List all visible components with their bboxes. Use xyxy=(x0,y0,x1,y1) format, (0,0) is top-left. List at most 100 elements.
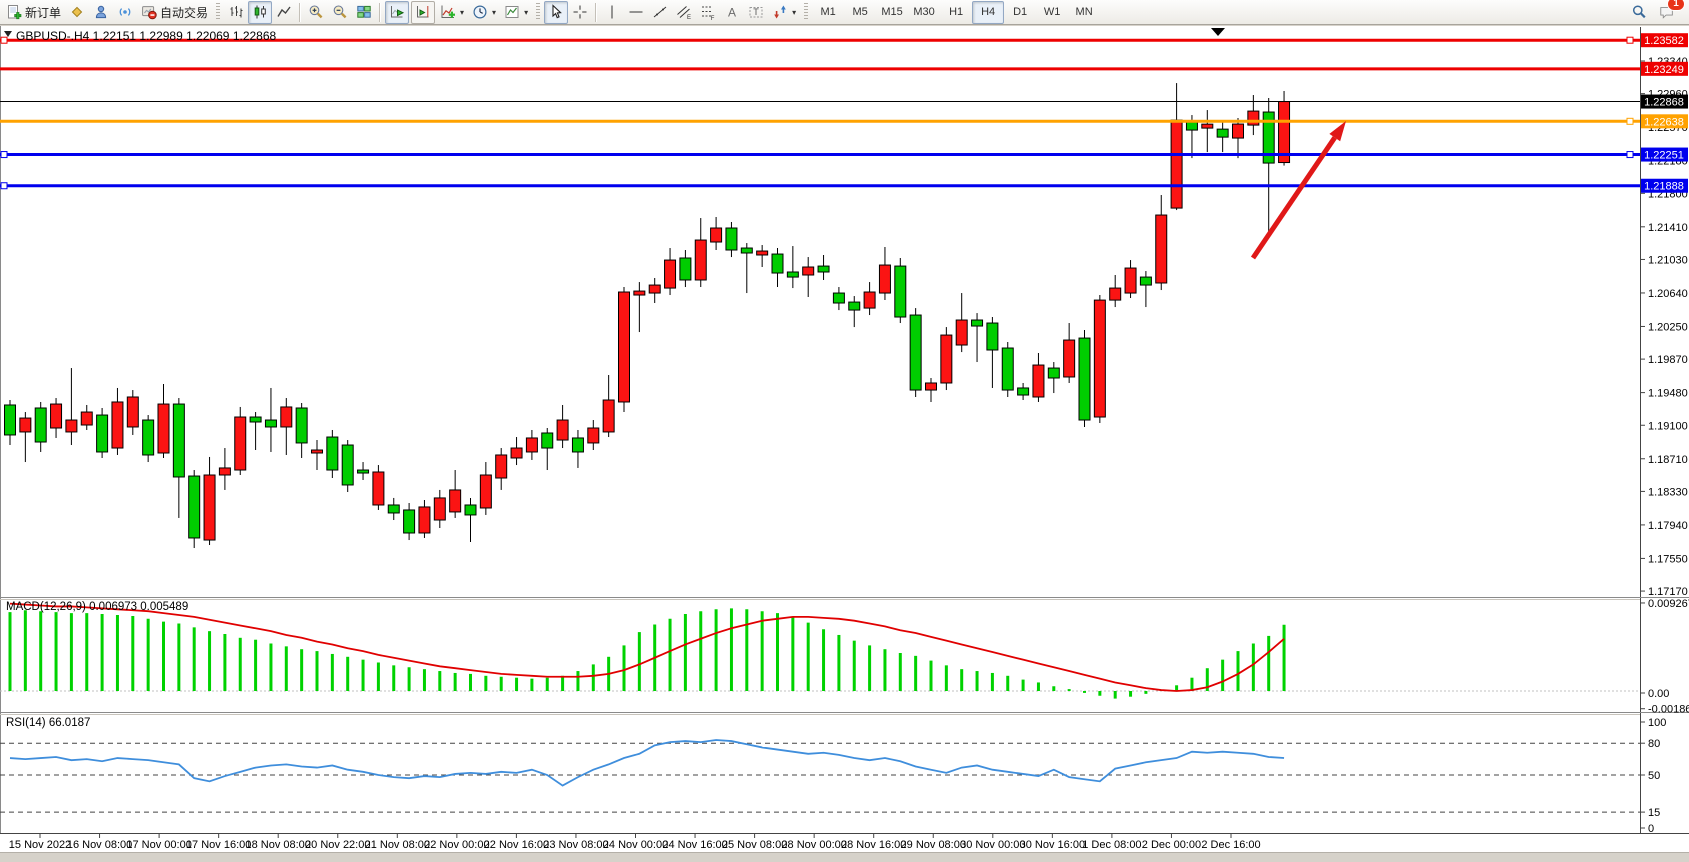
rsi-pane: 100 80 50 15 0 xyxy=(0,717,1666,835)
candle xyxy=(725,227,738,251)
zoom-out-button[interactable] xyxy=(328,1,352,24)
timeframe-m1-button[interactable]: M1 xyxy=(820,6,836,18)
svg-text:A: A xyxy=(728,6,736,20)
gold-diamond-icon xyxy=(69,4,85,20)
hline-handle[interactable] xyxy=(0,151,8,159)
timeframe-m15-button[interactable]: M15 xyxy=(881,6,903,18)
candle xyxy=(495,454,508,479)
template-icon xyxy=(504,4,520,20)
periods-button[interactable]: ▾ xyxy=(468,1,500,24)
candle xyxy=(1047,367,1060,379)
candle xyxy=(525,437,538,453)
rsi-line xyxy=(9,739,1285,787)
time-label: 23 Nov 08:00 xyxy=(543,839,608,851)
svg-text:1.17940: 1.17940 xyxy=(1648,520,1688,532)
dropdown-caret-icon[interactable]: ▾ xyxy=(492,7,497,17)
time-label: 25 Nov 08:00 xyxy=(722,839,787,851)
candle xyxy=(357,469,370,474)
fibonacci-button[interactable]: F xyxy=(696,1,720,24)
trend-arrow-head[interactable] xyxy=(1329,121,1346,142)
candle xyxy=(1093,299,1106,418)
candle xyxy=(418,506,431,534)
candle xyxy=(587,427,600,444)
timeframe-h4-button[interactable]: H4 xyxy=(972,0,1005,24)
indicators-list-button[interactable]: ▾ xyxy=(436,1,468,24)
timeframe-m30-button[interactable]: M30 xyxy=(913,6,935,18)
candlestick-chart-button[interactable] xyxy=(248,0,273,24)
dropdown-caret-icon[interactable]: ▾ xyxy=(792,7,797,17)
person-icon xyxy=(93,4,109,20)
crosshair-button[interactable] xyxy=(568,1,592,24)
hline-handle[interactable] xyxy=(1626,117,1634,125)
line-chart-button[interactable] xyxy=(272,1,296,24)
hline-handle[interactable] xyxy=(1626,36,1634,44)
search-button[interactable] xyxy=(1627,1,1651,24)
candle xyxy=(111,401,124,449)
dropdown-caret-icon[interactable]: ▾ xyxy=(524,7,529,17)
candle xyxy=(925,382,937,391)
signals-button[interactable] xyxy=(113,1,137,24)
autotrade-icon xyxy=(141,4,157,20)
timeframe-m5-button[interactable]: M5 xyxy=(852,6,868,18)
equidistant-channel-button[interactable]: E xyxy=(672,1,696,24)
candle xyxy=(326,436,339,471)
svg-text:1.20640: 1.20640 xyxy=(1648,288,1688,300)
bars-icon xyxy=(228,4,244,20)
timeframe-h1-button[interactable]: H1 xyxy=(949,6,964,18)
candle xyxy=(541,432,554,449)
price-badge xyxy=(1641,94,1688,109)
tile-icon xyxy=(356,4,372,20)
candle xyxy=(986,322,999,351)
text-button[interactable]: A xyxy=(720,1,744,24)
candle xyxy=(786,271,799,278)
candle xyxy=(633,290,646,296)
candle xyxy=(664,259,677,289)
candle xyxy=(50,403,63,429)
tile-windows-button[interactable] xyxy=(352,1,376,24)
timeframe-d1-button[interactable]: D1 xyxy=(1013,6,1028,18)
cursor-icon xyxy=(548,4,564,20)
svg-text:1.21030: 1.21030 xyxy=(1648,254,1688,266)
templates-button[interactable]: ▾ xyxy=(500,1,532,24)
hline-handle[interactable] xyxy=(0,182,8,190)
trend-arrow[interactable] xyxy=(1250,136,1337,260)
dropdown-caret-icon[interactable]: ▾ xyxy=(460,7,465,17)
timeframe-mn-button[interactable]: MN xyxy=(1075,6,1093,18)
horizontal-line-button[interactable] xyxy=(624,1,648,24)
svg-text:1.19870: 1.19870 xyxy=(1648,354,1688,366)
hline-handle[interactable] xyxy=(1626,151,1634,159)
candle xyxy=(1124,267,1137,294)
timeframe-w1-button[interactable]: W1 xyxy=(1043,6,1061,18)
chart-dropdown-icon[interactable] xyxy=(4,31,12,37)
trendline-button[interactable] xyxy=(648,1,672,24)
svg-text:1.20250: 1.20250 xyxy=(1648,321,1688,333)
zoom-in-button[interactable] xyxy=(304,1,328,24)
candle xyxy=(479,474,492,509)
candle xyxy=(710,227,723,243)
arrows-button[interactable]: ▾ xyxy=(768,1,800,24)
candle xyxy=(264,419,277,428)
new-order-button[interactable]: 新订单 xyxy=(2,1,65,24)
candle xyxy=(955,319,968,346)
auto-scroll-button[interactable] xyxy=(385,0,410,24)
arrows-icon xyxy=(772,4,788,20)
market-watch-button[interactable] xyxy=(89,1,113,24)
candles xyxy=(4,83,1291,549)
cursor-button[interactable] xyxy=(544,0,569,24)
bar-chart-button[interactable] xyxy=(224,1,248,24)
chart-shift-button[interactable] xyxy=(411,0,436,24)
candle xyxy=(909,314,922,391)
candles-icon xyxy=(252,4,268,20)
price-badge-label: 1.22638 xyxy=(1644,116,1684,128)
shiftend-icon xyxy=(415,4,431,20)
candle xyxy=(280,406,293,428)
vertical-line-button[interactable] xyxy=(600,1,624,24)
chart-window-button[interactable] xyxy=(65,1,89,24)
labelT-icon: T xyxy=(748,4,764,20)
autotrading-button[interactable]: 自动交易 xyxy=(137,1,212,24)
candle xyxy=(1139,276,1152,286)
price-badge-label: 1.23249 xyxy=(1644,64,1684,76)
candle xyxy=(203,474,216,541)
text-label-button[interactable]: T xyxy=(744,1,768,24)
hline-handle[interactable] xyxy=(0,36,8,44)
